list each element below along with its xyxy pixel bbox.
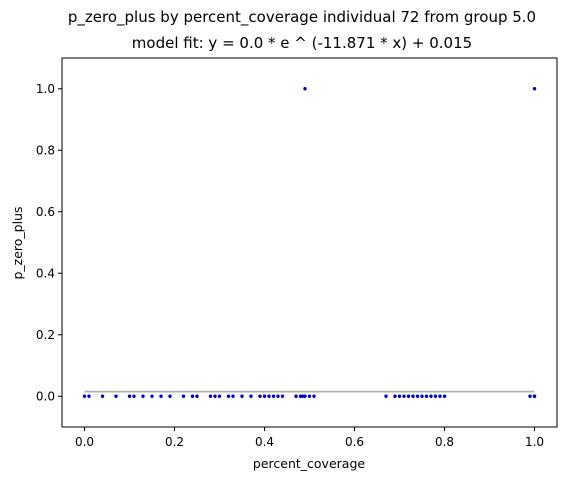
plot-border: [61, 57, 558, 428]
data-point: [294, 394, 298, 398]
data-point: [114, 394, 118, 398]
data-point: [424, 394, 429, 398]
data-point: [303, 87, 307, 91]
data-point: [150, 394, 154, 398]
y-tick-label: 1.0: [36, 82, 55, 96]
y-tick-label: 0.8: [36, 143, 55, 157]
data-point: [181, 394, 186, 398]
data-point: [226, 394, 231, 398]
data-point: [393, 394, 397, 398]
data-point: [420, 394, 424, 398]
data-point: [307, 394, 312, 398]
data-point: [190, 394, 195, 398]
x-tick-label: 0.2: [165, 435, 184, 449]
x-tick-label: 0.0: [75, 435, 94, 449]
data-point: [528, 394, 532, 398]
data-point: [384, 394, 388, 398]
data-point: [168, 394, 172, 398]
y-tick-label: 0.6: [36, 205, 55, 219]
data-point: [303, 394, 307, 398]
data-point: [402, 394, 406, 398]
data-point: [433, 394, 438, 398]
data-point: [231, 394, 235, 398]
plot-frame: [61, 57, 558, 428]
data-point: [267, 394, 271, 398]
data-point: [87, 394, 91, 398]
data-point: [208, 394, 213, 398]
x-axis-ticks: 0.0 0.2 0.4 0.6 0.8 1.0: [75, 427, 544, 449]
data-point: [438, 394, 442, 398]
data-point: [276, 394, 280, 398]
data-point: [532, 87, 537, 91]
chart-title: p_zero_plus by percent_coverage individu…: [67, 8, 537, 26]
x-tick-label: 0.8: [435, 435, 454, 449]
data-point: [271, 394, 276, 398]
data-point: [127, 394, 132, 398]
data-point: [100, 394, 105, 398]
y-tick-label: 0.4: [36, 266, 55, 280]
data-point: [532, 394, 537, 398]
y-tick-label: 0.0: [36, 389, 55, 403]
x-tick-label: 0.6: [345, 435, 364, 449]
data-point: [262, 394, 267, 398]
data-point: [280, 394, 285, 398]
data-point: [397, 394, 402, 398]
chart-subtitle: model fit: y = 0.0 * e ^ (-11.871 * x) +…: [131, 34, 473, 52]
data-point: [312, 394, 316, 398]
data-point: [415, 394, 420, 398]
x-tick-label: 0.4: [255, 435, 274, 449]
y-axis-ticks: 0.0 0.2 0.4 0.6 0.8 1.0: [36, 82, 62, 403]
data-point: [82, 394, 87, 398]
data-point: [442, 394, 447, 398]
data-point: [213, 394, 217, 398]
data-point: [240, 394, 244, 398]
y-axis-label: p_zero_plus: [10, 206, 25, 279]
data-point: [249, 394, 253, 398]
x-axis-label: percent_coverage: [253, 456, 365, 471]
x-tick-label: 1.0: [525, 435, 544, 449]
points-layer: [82, 87, 537, 398]
data-point: [195, 394, 199, 398]
data-point: [411, 394, 415, 398]
data-point: [406, 394, 411, 398]
data-point: [141, 394, 145, 398]
data-point: [217, 394, 222, 398]
y-tick-label: 0.2: [36, 328, 55, 342]
data-point: [159, 394, 163, 398]
data-point: [429, 394, 433, 398]
data-point: [132, 394, 136, 398]
data-point: [258, 394, 262, 398]
